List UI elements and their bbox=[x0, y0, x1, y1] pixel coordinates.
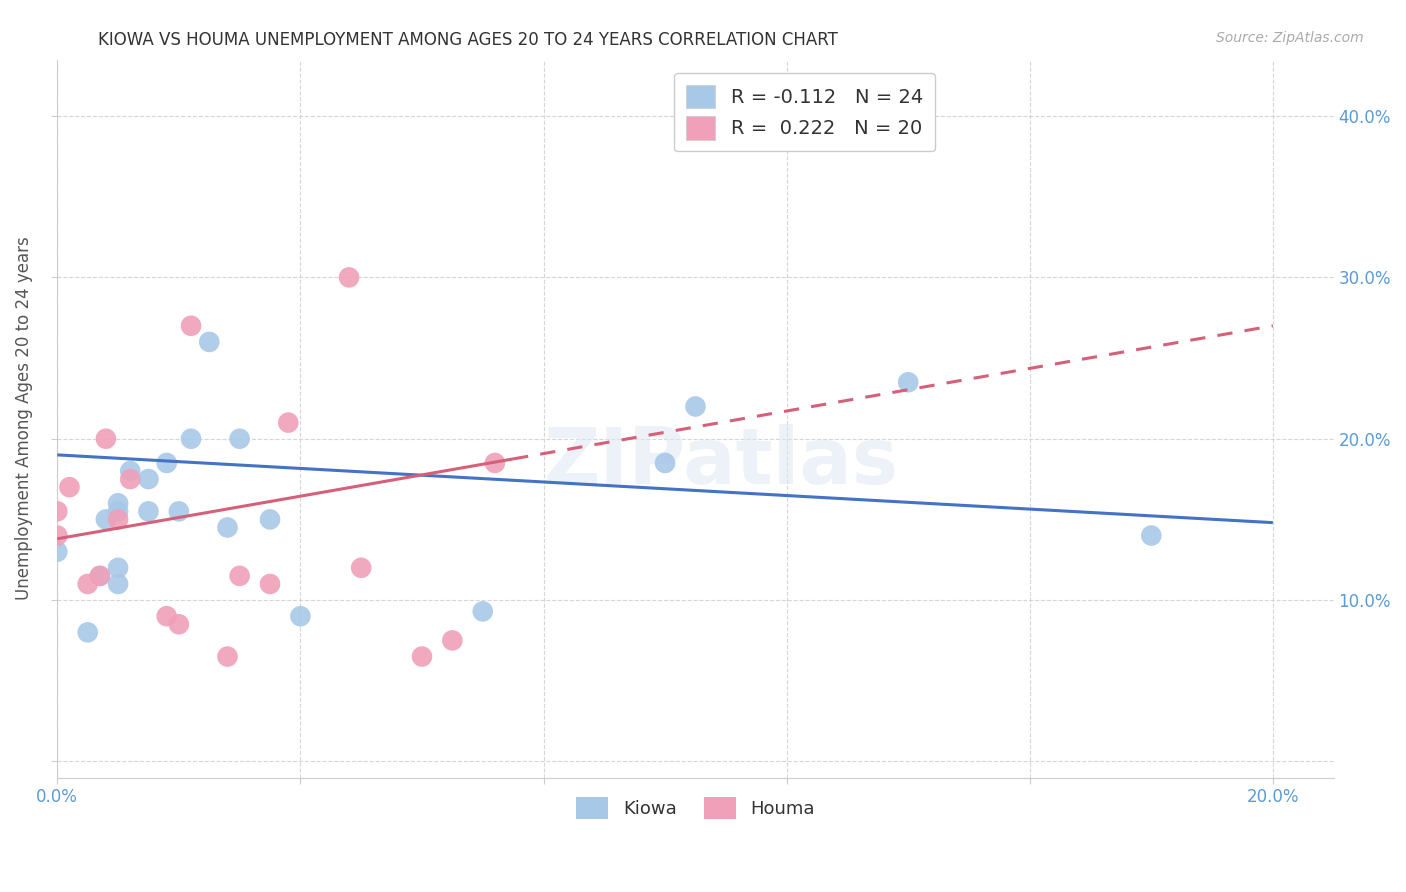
Point bbox=[897, 376, 920, 390]
Point bbox=[350, 561, 373, 575]
Point bbox=[217, 649, 239, 664]
Point bbox=[228, 432, 250, 446]
Point bbox=[76, 625, 98, 640]
Text: ZIPatlas: ZIPatlas bbox=[544, 424, 898, 500]
Point bbox=[138, 504, 160, 518]
Point bbox=[484, 456, 506, 470]
Point bbox=[76, 577, 98, 591]
Point bbox=[94, 432, 117, 446]
Text: KIOWA VS HOUMA UNEMPLOYMENT AMONG AGES 20 TO 24 YEARS CORRELATION CHART: KIOWA VS HOUMA UNEMPLOYMENT AMONG AGES 2… bbox=[98, 31, 838, 49]
Point bbox=[277, 416, 299, 430]
Point bbox=[441, 633, 464, 648]
Point bbox=[120, 472, 142, 486]
Point bbox=[94, 512, 117, 526]
Point bbox=[685, 400, 707, 414]
Point bbox=[156, 609, 179, 624]
Point bbox=[167, 504, 190, 518]
Point bbox=[107, 512, 129, 526]
Point bbox=[138, 472, 160, 486]
Point bbox=[471, 604, 494, 618]
Text: Source: ZipAtlas.com: Source: ZipAtlas.com bbox=[1216, 31, 1364, 45]
Point bbox=[107, 496, 129, 510]
Point bbox=[1140, 528, 1163, 542]
Point bbox=[259, 512, 281, 526]
Point bbox=[167, 617, 190, 632]
Point bbox=[58, 480, 80, 494]
Point bbox=[156, 456, 179, 470]
Point bbox=[120, 464, 142, 478]
Point bbox=[180, 318, 202, 333]
Y-axis label: Unemployment Among Ages 20 to 24 years: Unemployment Among Ages 20 to 24 years bbox=[15, 236, 32, 600]
Legend: Kiowa, Houma: Kiowa, Houma bbox=[568, 789, 823, 826]
Point bbox=[259, 577, 281, 591]
Point bbox=[337, 270, 360, 285]
Point bbox=[89, 569, 111, 583]
Point bbox=[228, 569, 250, 583]
Point bbox=[107, 561, 129, 575]
Point bbox=[89, 569, 111, 583]
Point bbox=[46, 528, 69, 542]
Point bbox=[180, 432, 202, 446]
Point bbox=[46, 504, 69, 518]
Point bbox=[107, 504, 129, 518]
Point bbox=[107, 577, 129, 591]
Point bbox=[46, 544, 69, 558]
Point bbox=[198, 334, 221, 349]
Point bbox=[290, 609, 312, 624]
Point bbox=[217, 520, 239, 534]
Point bbox=[411, 649, 433, 664]
Point bbox=[654, 456, 676, 470]
